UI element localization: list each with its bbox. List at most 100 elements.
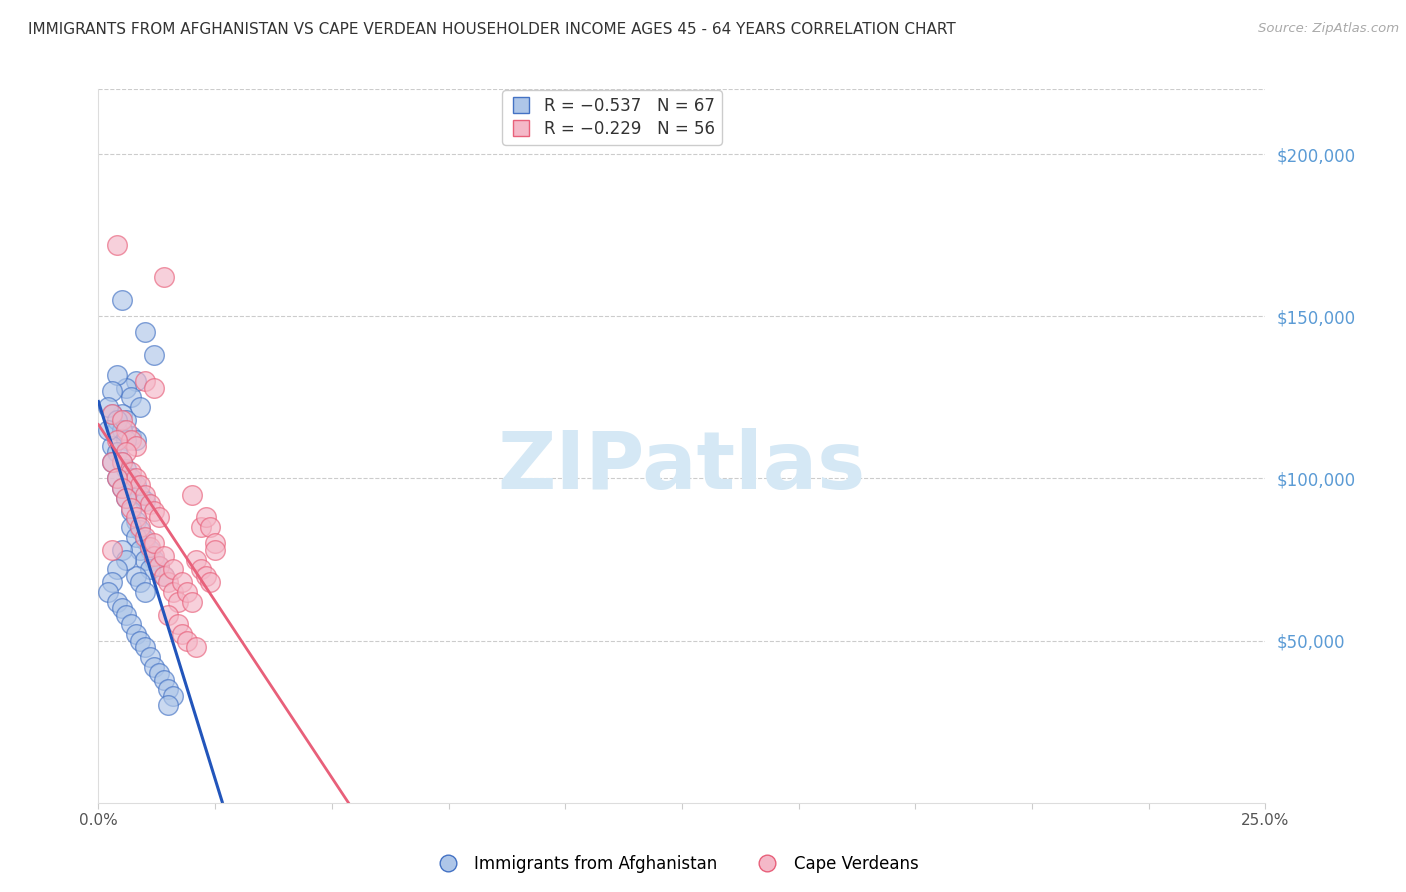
Point — [143, 552, 166, 566]
Point — [105, 368, 128, 382]
Point — [200, 520, 222, 534]
Point — [101, 542, 124, 557]
Point — [172, 627, 194, 641]
Point — [143, 381, 166, 395]
Point — [115, 413, 138, 427]
Point — [204, 542, 226, 557]
Point — [143, 504, 166, 518]
Point — [152, 673, 174, 687]
Text: IMMIGRANTS FROM AFGHANISTAN VS CAPE VERDEAN HOUSEHOLDER INCOME AGES 45 - 64 YEAR: IMMIGRANTS FROM AFGHANISTAN VS CAPE VERD… — [28, 22, 956, 37]
Point — [115, 433, 138, 447]
Point — [134, 488, 156, 502]
Point — [125, 439, 148, 453]
Point — [200, 575, 222, 590]
Point — [115, 491, 138, 505]
Point — [129, 633, 152, 648]
Point — [120, 471, 142, 485]
Point — [115, 607, 138, 622]
Point — [101, 575, 124, 590]
Point — [134, 640, 156, 654]
Point — [194, 510, 217, 524]
Point — [176, 633, 198, 648]
Point — [172, 575, 194, 590]
Point — [115, 445, 138, 459]
Point — [115, 381, 138, 395]
Point — [97, 400, 120, 414]
Point — [190, 520, 212, 534]
Point — [101, 407, 124, 421]
Point — [186, 640, 208, 654]
Point — [120, 500, 142, 515]
Point — [194, 568, 217, 582]
Point — [129, 520, 152, 534]
Point — [139, 542, 162, 557]
Point — [129, 542, 152, 557]
Point — [105, 595, 128, 609]
Point — [139, 497, 162, 511]
Point — [166, 617, 188, 632]
Point — [115, 461, 138, 475]
Point — [134, 552, 156, 566]
Point — [134, 585, 156, 599]
Point — [143, 549, 166, 564]
Point — [101, 407, 124, 421]
Point — [180, 595, 202, 609]
Point — [129, 524, 152, 538]
Point — [139, 540, 162, 554]
Point — [162, 689, 184, 703]
Point — [101, 439, 124, 453]
Point — [157, 698, 180, 713]
Point — [134, 494, 156, 508]
Point — [162, 585, 184, 599]
Point — [148, 559, 170, 574]
Text: Source: ZipAtlas.com: Source: ZipAtlas.com — [1258, 22, 1399, 36]
Point — [162, 562, 184, 576]
Point — [134, 326, 156, 340]
Legend: R = −0.537   N = 67, R = −0.229   N = 56: R = −0.537 N = 67, R = −0.229 N = 56 — [502, 90, 721, 145]
Point — [180, 488, 202, 502]
Point — [120, 520, 142, 534]
Point — [105, 423, 128, 437]
Point — [157, 575, 180, 590]
Point — [105, 445, 128, 459]
Point — [120, 429, 142, 443]
Point — [120, 465, 142, 479]
Point — [105, 471, 128, 485]
Point — [139, 562, 162, 576]
Point — [134, 533, 156, 547]
Point — [134, 374, 156, 388]
Point — [148, 666, 170, 681]
Point — [111, 423, 134, 437]
Point — [125, 471, 148, 485]
Point — [115, 491, 138, 505]
Point — [115, 552, 138, 566]
Point — [111, 413, 134, 427]
Point — [97, 423, 120, 437]
Point — [152, 568, 174, 582]
Point — [111, 407, 134, 421]
Point — [166, 595, 188, 609]
Point — [115, 423, 138, 437]
Point — [120, 433, 142, 447]
Point — [111, 455, 134, 469]
Point — [111, 481, 134, 495]
Point — [157, 682, 180, 697]
Point — [125, 478, 148, 492]
Point — [152, 270, 174, 285]
Text: ZIPatlas: ZIPatlas — [498, 428, 866, 507]
Point — [125, 530, 148, 544]
Point — [129, 478, 152, 492]
Point — [105, 471, 128, 485]
Point — [101, 455, 124, 469]
Point — [111, 481, 134, 495]
Point — [120, 617, 142, 632]
Point — [105, 562, 128, 576]
Point — [105, 413, 128, 427]
Point — [97, 585, 120, 599]
Point — [101, 455, 124, 469]
Point — [129, 488, 152, 502]
Point — [105, 433, 128, 447]
Point — [101, 384, 124, 398]
Point — [125, 433, 148, 447]
Point — [152, 568, 174, 582]
